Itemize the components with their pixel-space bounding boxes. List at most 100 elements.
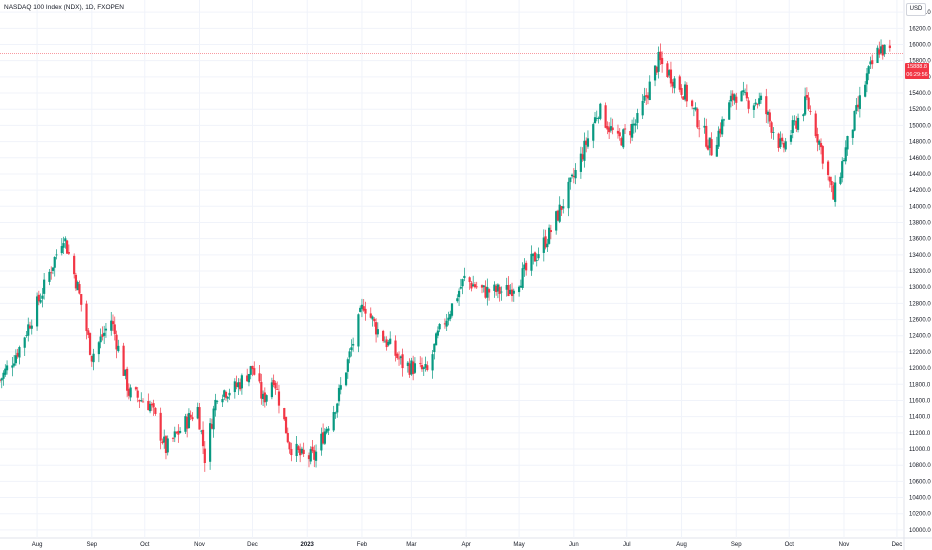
candle-body — [115, 334, 118, 350]
candle-body — [435, 333, 438, 346]
currency-label[interactable]: USD — [906, 3, 926, 16]
price-axis[interactable]: 10000.0 10200.0 10400.0 10600.0 10800.0 11000… — [909, 10, 931, 534]
candle-body — [27, 324, 30, 336]
candle-body — [878, 49, 881, 55]
candle-body — [669, 69, 673, 84]
candle-body — [505, 285, 508, 290]
price-tick-label: 11800.0 — [909, 382, 931, 388]
candle-body — [198, 407, 201, 430]
candle-body — [473, 284, 477, 288]
candle-body — [274, 382, 277, 389]
bar-countdown: 06:29:56 — [906, 72, 928, 78]
candle-body — [661, 57, 664, 65]
price-tick-label: 12800.0 — [909, 301, 931, 307]
candle-body — [826, 161, 830, 176]
candle-body — [682, 96, 685, 100]
candle-body — [397, 358, 401, 360]
candle-body — [51, 267, 55, 271]
candle-body — [495, 285, 498, 292]
candle-body — [567, 181, 570, 209]
price-tick-label: 11600.0 — [909, 398, 931, 404]
candle-body — [214, 399, 217, 411]
candle-body — [809, 111, 812, 112]
price-tick-label: 10000.0 — [909, 528, 931, 534]
candle-body — [784, 141, 787, 150]
candle-body — [173, 431, 176, 438]
candle-body — [270, 382, 274, 398]
candle-body — [459, 287, 462, 289]
candle-body — [41, 295, 44, 299]
price-tick-label: 11400.0 — [909, 415, 931, 421]
price-tick-label: 14600.0 — [909, 156, 931, 162]
price-tick-label: 10400.0 — [909, 496, 931, 502]
candle-body — [735, 96, 738, 103]
candle-body — [789, 135, 793, 142]
candle-body — [265, 395, 268, 402]
candle-body — [793, 120, 796, 122]
candle-body — [888, 45, 891, 49]
candle-body — [449, 314, 452, 319]
price-tick-label: 15200.0 — [909, 107, 931, 113]
price-tick-label: 13200.0 — [909, 269, 931, 275]
candle-body — [865, 73, 869, 85]
candle-body — [853, 110, 856, 131]
candle-body — [443, 323, 447, 325]
candle-body — [558, 204, 561, 222]
candle-body — [35, 296, 39, 327]
candle-body — [685, 84, 688, 102]
time-tick-label: Apr — [461, 542, 470, 548]
candle-body — [544, 236, 547, 248]
candle-body — [881, 44, 884, 56]
candle-body — [323, 431, 326, 444]
candle-body — [166, 438, 169, 453]
candle-body — [376, 329, 379, 335]
candle-body — [104, 328, 108, 331]
candle-body — [313, 450, 316, 460]
candle-body — [200, 430, 203, 432]
candle-body — [645, 95, 648, 97]
candle-body — [632, 123, 635, 126]
candle-body — [210, 424, 213, 429]
time-tick-label: Sep — [731, 542, 742, 548]
candle-body — [754, 102, 757, 105]
time-tick-label: May — [513, 542, 524, 548]
candle-body — [864, 84, 867, 97]
candle-body — [777, 133, 780, 148]
candle-body — [90, 355, 93, 362]
candle-body — [678, 76, 681, 90]
candles — [0, 39, 891, 472]
candle-body — [710, 139, 713, 156]
candle-body — [233, 381, 236, 393]
candle-body — [472, 284, 475, 287]
candle-body — [364, 308, 367, 314]
candle-body — [480, 285, 484, 288]
candle-body — [209, 423, 212, 462]
candle-body — [560, 206, 563, 210]
candle-body — [548, 227, 551, 244]
time-tick-label: Aug — [32, 542, 43, 548]
candle-body — [659, 51, 662, 61]
candle-body — [765, 96, 768, 115]
candle-body — [770, 122, 773, 133]
candle-body — [586, 138, 590, 147]
candle-body — [805, 95, 808, 98]
candle-body — [359, 307, 362, 312]
time-axis[interactable]: Aug Sep Oct Nov Dec 2023 Feb Mar Apr May Jun Jul Aug… — [32, 542, 903, 548]
candle-body — [73, 255, 76, 275]
candle-body — [742, 90, 745, 93]
candle-body — [570, 174, 574, 177]
candle-body — [152, 403, 155, 408]
price-tick-label: 15800.0 — [909, 59, 931, 65]
candle-body — [768, 112, 771, 122]
time-tick-label: Nov — [839, 542, 850, 548]
candle-body — [436, 330, 439, 336]
grid — [0, 0, 904, 538]
candle-body — [111, 321, 115, 325]
price-tick-label: 10200.0 — [909, 512, 931, 518]
candle-body — [696, 108, 699, 128]
candle-body — [668, 70, 671, 76]
candle-body — [410, 360, 413, 375]
candle-body — [240, 375, 243, 389]
candle-body — [456, 298, 459, 302]
